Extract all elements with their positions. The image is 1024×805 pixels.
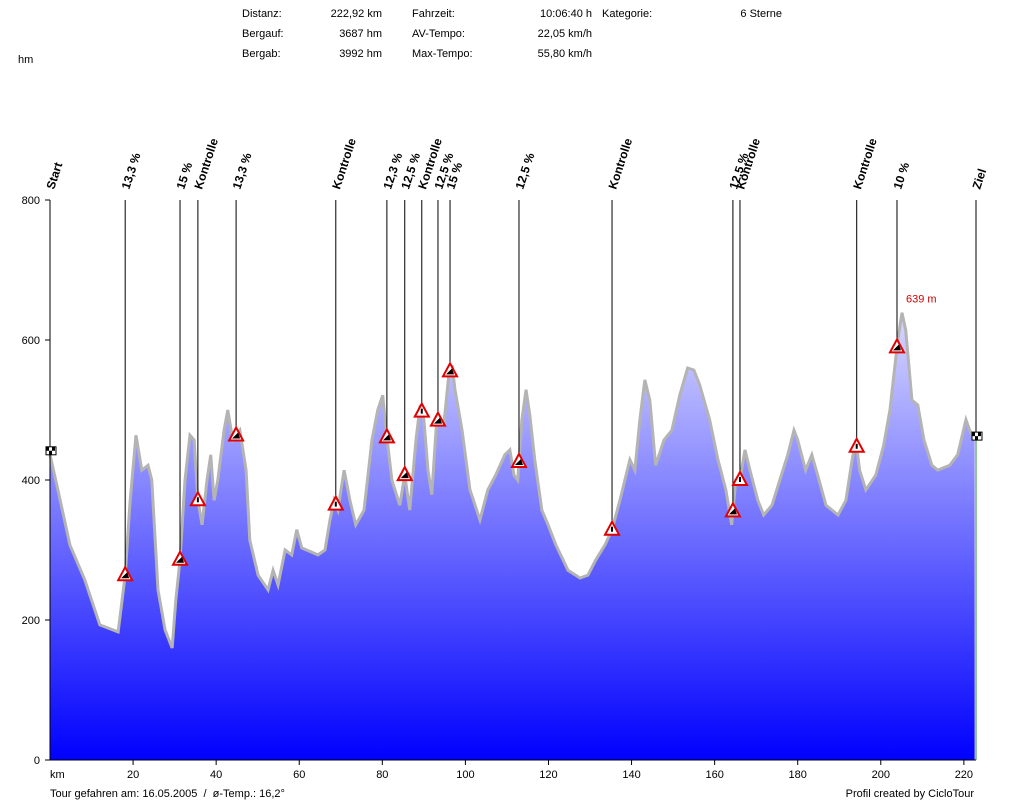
flag-check (972, 432, 981, 441)
slope (400, 472, 409, 479)
mark (738, 477, 741, 482)
mark (855, 443, 858, 449)
x-tick-label: 220 (955, 769, 973, 781)
x-tick-label: 60 (293, 769, 305, 781)
stat-value: 55,80 km/h (538, 48, 592, 60)
stat-label: Bergauf: (242, 28, 284, 40)
footer-left: Tour gefahren am: 16.05.2005 / ø-Temp.: … (50, 788, 285, 800)
x-tick-label: 20 (127, 769, 139, 781)
x-tick-label: 140 (622, 769, 640, 781)
x-unit: km (50, 769, 65, 781)
warning-icon (327, 494, 345, 511)
warning-icon (441, 361, 459, 378)
marker-label: 12,5 % (513, 151, 538, 191)
flag-icon (971, 431, 983, 441)
footer-right: Profil created by CicloTour (846, 788, 975, 800)
warning-icon (189, 490, 207, 507)
mark (420, 408, 423, 414)
mark (196, 497, 199, 503)
stat-value: 3992 hm (339, 48, 382, 60)
stat-value: 222,92 km (331, 8, 382, 20)
elevation-area (50, 312, 975, 760)
y-tick-label: 200 (22, 615, 40, 627)
x-tick-label: 40 (210, 769, 222, 781)
stat-label: Distanz: (242, 8, 282, 20)
warning-icon (396, 464, 414, 482)
peak-label: 639 m (906, 294, 937, 306)
marker-label: Kontrolle (850, 136, 880, 191)
warning-icon (510, 451, 528, 468)
y-tick-label: 600 (22, 335, 40, 347)
stat-label: Kategorie: (602, 8, 652, 20)
stat-label: AV-Tempo: (412, 28, 465, 40)
stat-value: 22,05 km/h (538, 28, 592, 40)
y-unit: hm (18, 54, 33, 66)
elevation-line (48, 312, 977, 649)
x-tick-label: 120 (539, 769, 557, 781)
x-tick-label: 100 (456, 769, 474, 781)
mark (611, 526, 614, 532)
warning-icon (227, 425, 245, 442)
stat-label: Max-Tempo: (412, 48, 473, 60)
marker-label: Start (44, 161, 66, 191)
x-tick-label: 180 (789, 769, 807, 781)
warning-icon (171, 549, 189, 566)
warning-icon (603, 519, 621, 536)
marker-label: 10 % (891, 160, 913, 191)
slope (514, 458, 523, 465)
x-tick-label: 160 (705, 769, 723, 781)
slope (176, 556, 185, 563)
mark (334, 501, 337, 507)
triangle (441, 361, 459, 378)
marker-label: Kontrolle (329, 136, 359, 191)
slope (433, 417, 442, 424)
slope (382, 434, 391, 441)
marker-label: 13,3 % (230, 151, 255, 191)
slope (728, 508, 737, 515)
x-tick-label: 80 (376, 769, 388, 781)
marker-label: Ziel (970, 167, 990, 191)
stat-value: 6 Sterne (740, 8, 782, 20)
triangle (396, 464, 414, 482)
warning-icon (731, 469, 749, 486)
warning-icon (116, 565, 134, 582)
warning-icon (429, 410, 447, 427)
marker-label: Kontrolle (191, 136, 221, 191)
x-tick-label: 200 (872, 769, 890, 781)
y-tick-label: 800 (22, 195, 40, 207)
slope (121, 572, 130, 579)
flag-icon (45, 446, 57, 456)
y-tick-label: 0 (34, 755, 40, 767)
warning-icon (378, 427, 396, 444)
stat-label: Bergab: (242, 48, 281, 60)
warning-icon (724, 501, 742, 518)
marker-label: 13,3 % (119, 151, 144, 191)
slope (892, 344, 901, 351)
warning-icon (413, 401, 431, 418)
slope (232, 432, 241, 439)
warning-icon (888, 337, 906, 354)
warning-icon (848, 436, 866, 453)
y-tick-label: 400 (22, 475, 40, 487)
slope (446, 368, 455, 375)
flag-check (46, 446, 55, 455)
marker-label: Kontrolle (606, 136, 636, 191)
stat-value: 3687 hm (339, 28, 382, 40)
stat-value: 10:06:40 h (540, 8, 592, 20)
stat-label: Fahrzeit: (412, 8, 455, 20)
